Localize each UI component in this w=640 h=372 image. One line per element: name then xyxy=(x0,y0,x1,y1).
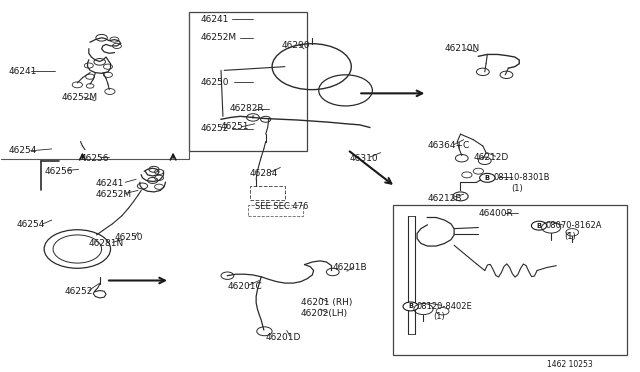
Circle shape xyxy=(479,173,495,182)
Text: 46252: 46252 xyxy=(65,287,93,296)
Text: 46284: 46284 xyxy=(250,169,278,177)
Text: 46290: 46290 xyxy=(282,41,310,50)
Text: 46281N: 46281N xyxy=(89,239,124,248)
Text: 46252M: 46252M xyxy=(200,33,237,42)
Text: 46252M: 46252M xyxy=(95,190,131,199)
Text: B: B xyxy=(536,223,541,229)
Text: 46252: 46252 xyxy=(200,124,229,133)
Text: 46241: 46241 xyxy=(200,15,229,24)
Text: 46212D: 46212D xyxy=(473,153,509,162)
Text: (1): (1) xyxy=(511,184,524,193)
Text: 08110-8301B: 08110-8301B xyxy=(493,173,550,182)
Text: 46282R: 46282R xyxy=(229,104,264,113)
Text: 46256: 46256 xyxy=(44,167,72,176)
Text: 46250: 46250 xyxy=(200,78,229,87)
Circle shape xyxy=(403,302,419,311)
Text: 46201D: 46201D xyxy=(266,333,301,342)
Text: 46310: 46310 xyxy=(350,154,379,163)
Text: (1): (1) xyxy=(564,231,576,241)
Text: 46254: 46254 xyxy=(17,221,45,230)
Text: f: f xyxy=(252,115,254,120)
Text: 46201 (RH): 46201 (RH) xyxy=(301,298,352,307)
Text: 08120-8402E: 08120-8402E xyxy=(417,302,472,311)
Text: 46250: 46250 xyxy=(115,233,143,243)
Text: 1462 10253: 1462 10253 xyxy=(547,360,593,369)
Text: 46251: 46251 xyxy=(221,122,250,131)
Text: 46202(LH): 46202(LH) xyxy=(301,310,348,318)
Text: 46256: 46256 xyxy=(81,154,109,163)
Text: 46254: 46254 xyxy=(8,146,36,155)
FancyBboxPatch shape xyxy=(394,205,627,355)
Text: 46212B: 46212B xyxy=(428,194,462,203)
Text: 46400R: 46400R xyxy=(478,209,513,218)
Text: 46241: 46241 xyxy=(95,179,124,187)
Text: (1): (1) xyxy=(434,312,445,321)
Text: B: B xyxy=(485,175,490,181)
Text: 46201B: 46201B xyxy=(332,263,367,272)
Text: 46252M: 46252M xyxy=(61,93,97,102)
Text: 46364+C: 46364+C xyxy=(428,141,470,150)
Text: 46210N: 46210N xyxy=(445,44,480,53)
Text: 08070-8162A: 08070-8162A xyxy=(545,221,602,230)
Circle shape xyxy=(531,221,547,230)
Text: B: B xyxy=(408,304,413,310)
Text: 46241: 46241 xyxy=(8,67,36,76)
FancyBboxPatch shape xyxy=(189,12,307,151)
Text: 46201C: 46201C xyxy=(227,282,262,291)
Text: SEE SEC.476: SEE SEC.476 xyxy=(255,202,308,211)
